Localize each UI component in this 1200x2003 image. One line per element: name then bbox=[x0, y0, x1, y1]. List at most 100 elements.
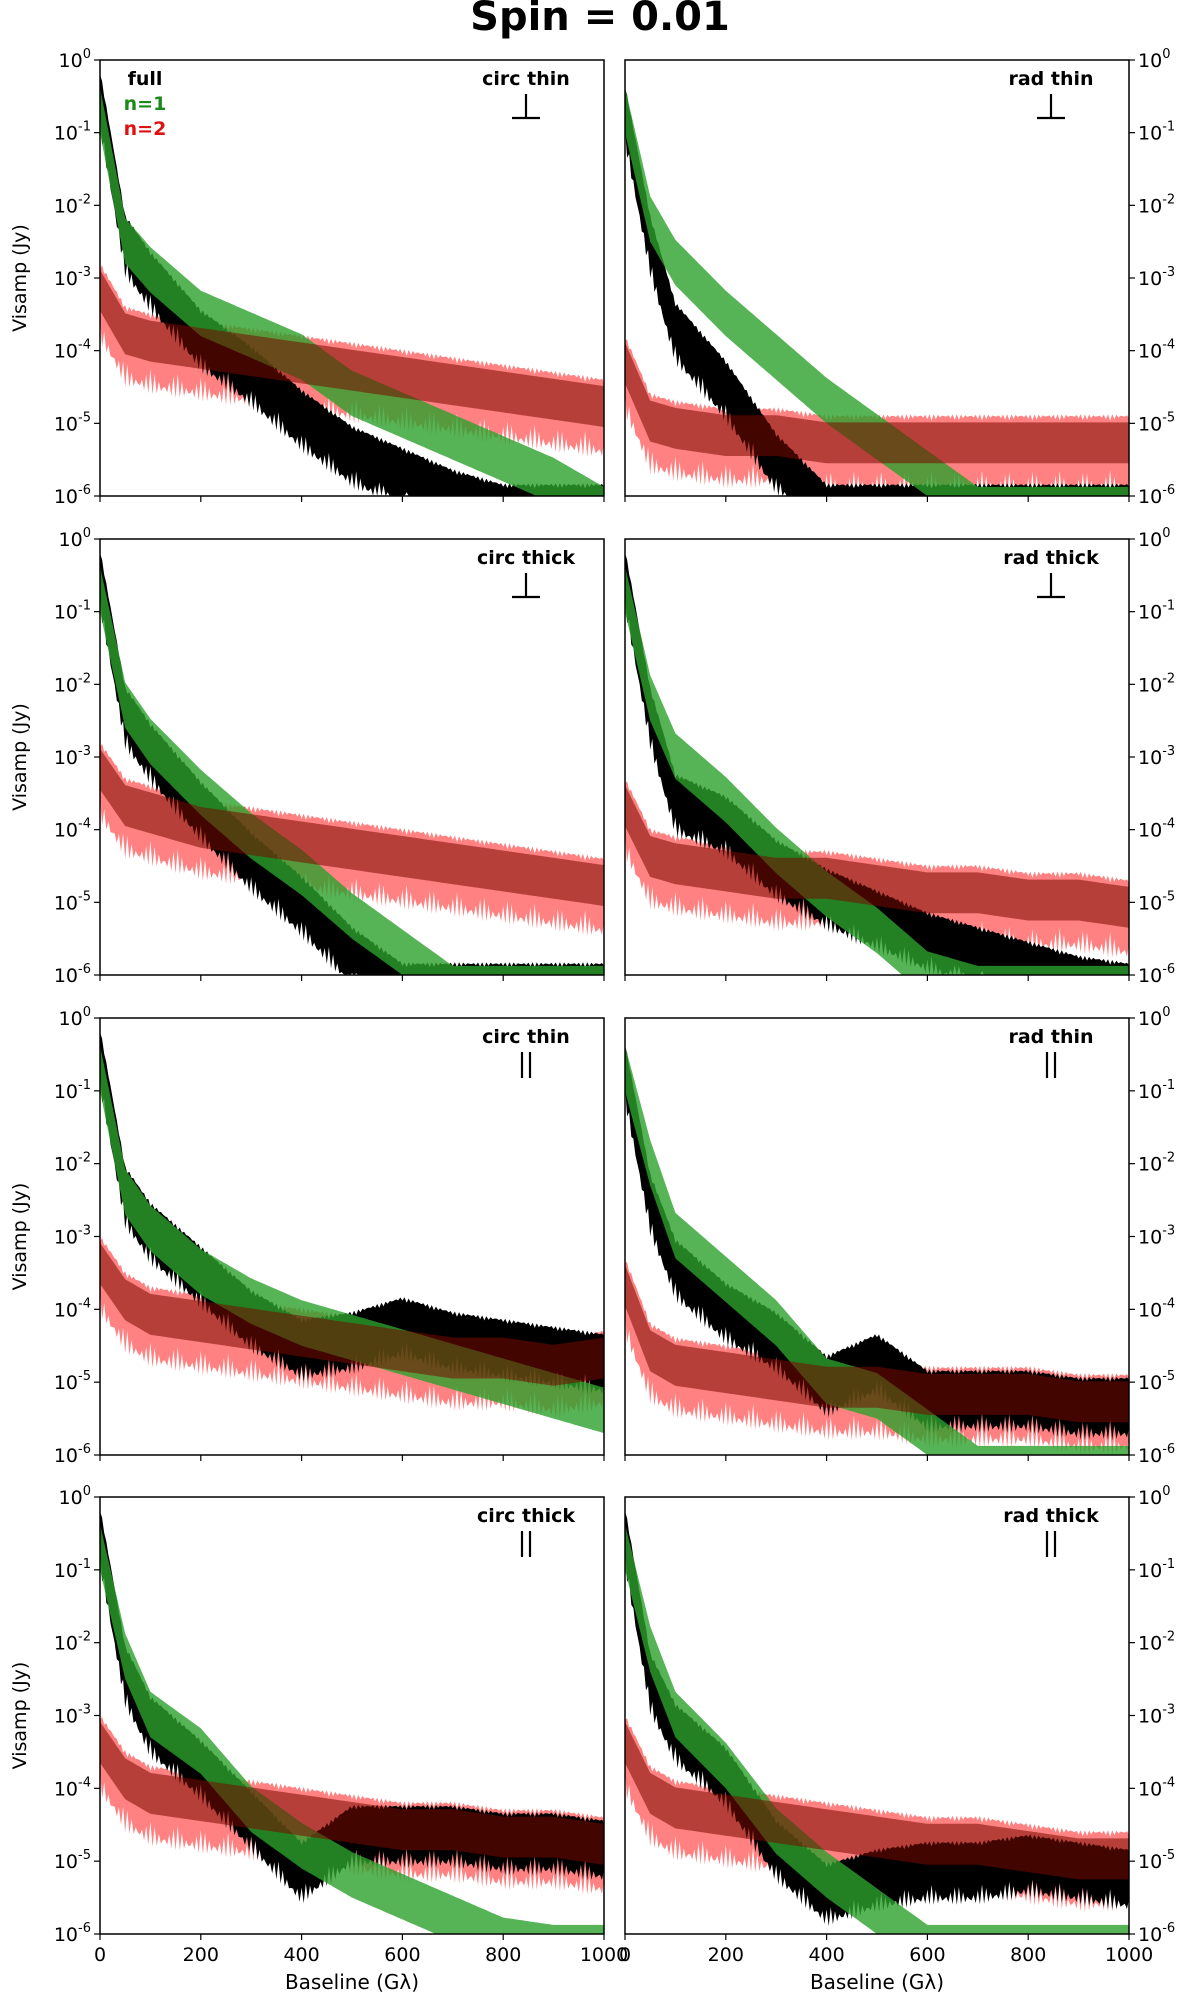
legend-entry: n=2 bbox=[124, 118, 167, 140]
y-tick-label: 10-5 bbox=[1138, 410, 1175, 435]
legend-entry: full bbox=[128, 68, 163, 90]
plot-area bbox=[625, 1511, 1129, 1934]
y-tick-label: 10-4 bbox=[54, 817, 91, 842]
plot-area bbox=[100, 1511, 604, 1934]
y-tick-label: 10-5 bbox=[54, 1848, 91, 1873]
x-tick-label: 1000 bbox=[1105, 1944, 1153, 1966]
x-tick-label: 600 bbox=[909, 1944, 945, 1966]
y-tick-label: 10-2 bbox=[1138, 1151, 1175, 1176]
y-tick-label: 10-6 bbox=[54, 483, 91, 508]
x-tick-label: 400 bbox=[808, 1944, 844, 1966]
parallel-symbol bbox=[1045, 1531, 1057, 1557]
perpendicular-symbol bbox=[1037, 573, 1065, 599]
series-n2-overlap bbox=[625, 1264, 1129, 1423]
y-tick-label: 10-2 bbox=[54, 1151, 91, 1176]
panel-label: circ thick bbox=[477, 1505, 575, 1527]
y-tick-label: 10-3 bbox=[1138, 1703, 1175, 1728]
y-tick-label: 10-2 bbox=[1138, 1630, 1175, 1655]
y-tick-label: 10-1 bbox=[54, 120, 91, 145]
series-n2-overlap bbox=[625, 785, 1129, 928]
y-tick-label: 100 bbox=[59, 1005, 91, 1030]
panel-label: circ thin bbox=[482, 1026, 570, 1048]
y-tick-label: 10-5 bbox=[54, 410, 91, 435]
y-tick-label: 10-5 bbox=[54, 1369, 91, 1394]
y-tick-label: 10-3 bbox=[54, 1224, 91, 1249]
x-axis-label: Baseline (Gλ) bbox=[810, 1970, 944, 1994]
y-tick-label: 10-2 bbox=[54, 671, 91, 696]
x-tick-label: 800 bbox=[1010, 1944, 1046, 1966]
panel-label: circ thin bbox=[482, 68, 570, 90]
y-tick-label: 10-1 bbox=[1138, 1557, 1175, 1582]
panel-6: 100 10-1 10-2 10-3 10-4 10-5 10-6 rad thin bbox=[624, 1005, 1175, 1467]
x-tick-label: 400 bbox=[283, 1944, 319, 1966]
y-axis-label: Visamp (Jy) bbox=[9, 703, 31, 811]
y-tick-label: 10-6 bbox=[1138, 962, 1175, 987]
y-tick-label: 10-4 bbox=[1138, 817, 1175, 842]
y-tick-label: 10-5 bbox=[1138, 1848, 1175, 1873]
series-full-band bbox=[625, 1046, 1129, 1441]
perpendicular-symbol bbox=[512, 573, 540, 599]
y-tick-label: 10-1 bbox=[1138, 599, 1175, 624]
panel-5: 100 10-1 10-2 10-3 10-4 10-5 10-6 circ thin Visa… bbox=[9, 1005, 605, 1467]
y-tick-label: 10-3 bbox=[54, 744, 91, 769]
y-tick-label: 10-4 bbox=[1138, 1775, 1175, 1800]
series-n2-overlap bbox=[100, 748, 604, 906]
y-tick-label: 10-4 bbox=[54, 1775, 91, 1800]
plot-area bbox=[100, 1032, 604, 1434]
series-n2-overlap bbox=[100, 1242, 604, 1386]
y-tick-label: 100 bbox=[59, 526, 91, 551]
y-tick-label: 10-6 bbox=[54, 1921, 91, 1946]
parallel-symbol bbox=[520, 1052, 532, 1078]
y-tick-label: 10-1 bbox=[1138, 1078, 1175, 1103]
x-tick-label: 800 bbox=[485, 1944, 521, 1966]
x-tick-label: 0 bbox=[94, 1944, 106, 1966]
series-n1-band bbox=[100, 566, 604, 975]
y-tick-label: 10-3 bbox=[1138, 1224, 1175, 1249]
parallel-symbol bbox=[1045, 1052, 1057, 1078]
x-tick-label: 600 bbox=[384, 1944, 420, 1966]
x-tick-label: 200 bbox=[708, 1944, 744, 1966]
y-tick-label: 10-1 bbox=[1138, 120, 1175, 145]
y-tick-label: 10-2 bbox=[54, 192, 91, 217]
y-tick-label: 10-3 bbox=[54, 265, 91, 290]
panel-8: 100 10-1 10-2 10-3 10-4 10-5 10-6 0 200 400 600 800… bbox=[619, 1484, 1175, 1994]
y-tick-label: 10-4 bbox=[54, 1296, 91, 1321]
y-tick-label: 10-4 bbox=[54, 338, 91, 363]
x-tick-label: 200 bbox=[183, 1944, 219, 1966]
legend-entry: n=1 bbox=[124, 93, 167, 115]
y-tick-label: 10-6 bbox=[54, 962, 91, 987]
series-n2-overlap bbox=[625, 1721, 1129, 1880]
legend: full n=1 n=2 bbox=[124, 68, 167, 140]
y-axis-label: Visamp (Jy) bbox=[9, 1662, 31, 1770]
panel-1: 100 10-1 10-2 10-3 10-4 10-5 10-6 circ thin Visa… bbox=[9, 47, 605, 508]
plot-area bbox=[625, 87, 1129, 496]
y-tick-label: 10-3 bbox=[1138, 744, 1175, 769]
panel-label: circ thick bbox=[477, 547, 575, 569]
y-tick-label: 10-3 bbox=[1138, 265, 1175, 290]
perpendicular-symbol bbox=[1037, 94, 1065, 120]
panel-3: 100 10-1 10-2 10-3 10-4 10-5 10-6 circ thick Vis… bbox=[9, 526, 605, 987]
y-tick-label: 10-2 bbox=[54, 1630, 91, 1655]
plot-area bbox=[100, 553, 604, 975]
y-tick-label: 100 bbox=[1138, 1005, 1170, 1030]
plot-area bbox=[625, 1045, 1129, 1455]
y-tick-label: 100 bbox=[1138, 47, 1170, 72]
y-tick-label: 100 bbox=[1138, 1484, 1170, 1509]
y-tick-label: 10-6 bbox=[54, 1442, 91, 1467]
y-axis-label: Visamp (Jy) bbox=[9, 224, 31, 332]
y-tick-label: 10-1 bbox=[54, 1557, 91, 1582]
y-axis-label: Visamp (Jy) bbox=[9, 1183, 31, 1291]
y-tick-label: 10-5 bbox=[1138, 1369, 1175, 1394]
y-tick-label: 10-4 bbox=[1138, 338, 1175, 363]
series-n1-band bbox=[100, 1524, 604, 1934]
x-axis-label: Baseline (Gλ) bbox=[285, 1970, 419, 1994]
y-tick-label: 10-6 bbox=[1138, 1921, 1175, 1946]
panels: 100 10-1 10-2 10-3 10-4 10-5 10-6 circ thin Visa… bbox=[9, 47, 1175, 1994]
figure-title: Spin = 0.01 bbox=[470, 0, 730, 40]
series-n1-band bbox=[100, 87, 604, 496]
y-tick-label: 10-2 bbox=[1138, 671, 1175, 696]
series-n2-overlap bbox=[100, 1721, 604, 1865]
y-tick-label: 10-6 bbox=[1138, 483, 1175, 508]
